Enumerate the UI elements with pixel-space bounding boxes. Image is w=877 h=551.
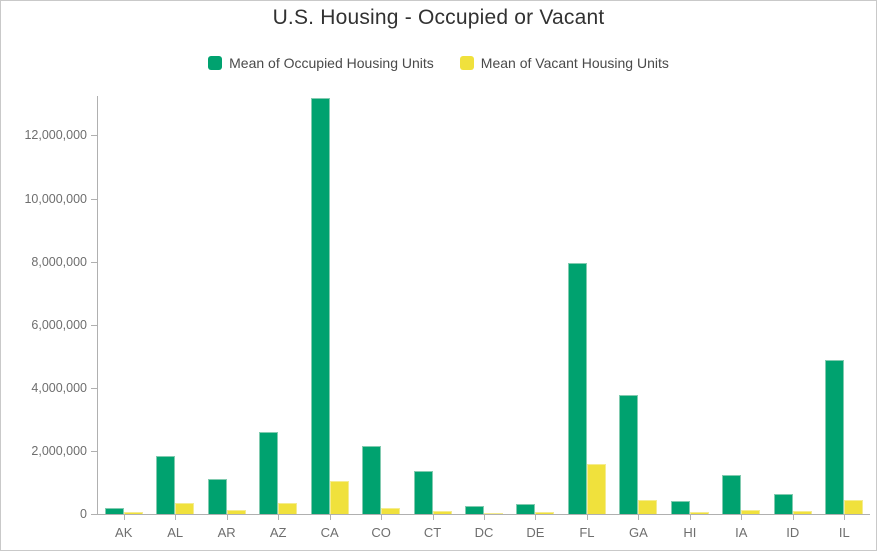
bar-il-vacant[interactable] (844, 500, 864, 514)
y-axis-tick (91, 387, 98, 389)
y-axis-tick-label: 10,000,000 (24, 191, 87, 206)
x-axis-category-label: FL (579, 525, 595, 540)
x-axis-category-label: DE (526, 525, 545, 540)
x-axis-tick (844, 514, 846, 520)
legend-item-vacant[interactable]: Mean of Vacant Housing Units (459, 55, 669, 71)
x-axis-tick (535, 514, 537, 520)
x-axis-tick (689, 514, 691, 520)
bar-ca-occupied[interactable] (310, 98, 330, 514)
y-axis-tick (91, 198, 98, 200)
x-axis-category-label: IL (838, 525, 850, 540)
y-axis-tick-label: 12,000,000 (24, 128, 87, 143)
x-axis-category-label: IA (735, 525, 748, 540)
legend-swatch-vacant-icon (459, 56, 474, 70)
legend: Mean of Occupied Housing Units Mean of V… (1, 55, 876, 71)
bar-co-vacant[interactable] (381, 508, 401, 514)
bar-il-occupied[interactable] (825, 360, 845, 514)
x-axis-category-label: GA (628, 525, 648, 540)
bar-id-occupied[interactable] (773, 494, 793, 514)
y-axis-tick-label: 0 (80, 507, 87, 521)
x-axis-category-label: AK (115, 525, 133, 540)
x-axis-category-label: CO (371, 525, 391, 540)
x-axis-category-label: AL (167, 525, 184, 540)
x-axis-tick (226, 514, 228, 520)
legend-swatch-occupied-icon (208, 56, 223, 70)
legend-item-occupied[interactable]: Mean of Occupied Housing Units (208, 55, 434, 71)
bar-dc-vacant[interactable] (484, 513, 503, 514)
y-axis-tick-label: 8,000,000 (31, 254, 87, 269)
y-axis-tick (91, 135, 98, 137)
bar-ak-vacant[interactable] (123, 512, 143, 514)
x-axis-category-label: ID (786, 525, 800, 540)
bar-fl-vacant[interactable] (586, 464, 606, 514)
bar-ga-vacant[interactable] (638, 500, 658, 514)
bar-az-vacant[interactable] (278, 503, 298, 514)
bar-al-occupied[interactable] (156, 456, 176, 514)
bar-az-occupied[interactable] (259, 432, 279, 514)
y-axis-tick-label: 6,000,000 (31, 317, 87, 332)
legend-label-vacant: Mean of Vacant Housing Units (480, 55, 669, 71)
x-axis-tick (741, 514, 743, 520)
x-axis-tick (586, 514, 588, 520)
bar-ia-vacant[interactable] (741, 510, 761, 514)
bar-de-occupied[interactable] (516, 504, 536, 514)
x-axis-tick (329, 514, 331, 520)
x-axis-category-label: AZ (269, 525, 287, 540)
bar-ga-occupied[interactable] (619, 395, 639, 514)
y-axis-tick-label: 4,000,000 (31, 380, 87, 395)
x-axis-tick (123, 514, 125, 520)
bar-hi-vacant[interactable] (689, 512, 709, 514)
x-axis-category-label: CT (423, 525, 442, 540)
bar-co-occupied[interactable] (362, 446, 382, 514)
bar-ct-vacant[interactable] (432, 511, 452, 514)
plot-area: 0 2,000,000 4,000,000 6,000,000 8,000,000 10,… (24, 96, 870, 540)
y-axis-tick (91, 514, 98, 515)
y-axis-tick (91, 261, 98, 263)
bar-fl-occupied[interactable] (567, 263, 587, 514)
y-axis-tick (91, 324, 98, 326)
x-axis-category-label: HI (683, 525, 697, 540)
y-axis-tick-label: 2,000,000 (31, 443, 87, 458)
bar-ak-occupied[interactable] (104, 508, 124, 514)
bar-hi-occupied[interactable] (670, 501, 690, 514)
bar-ct-occupied[interactable] (413, 471, 433, 514)
y-axis-tick (91, 450, 98, 452)
x-axis-tick (484, 514, 485, 520)
chart-title: U.S. Housing - Occupied or Vacant (272, 6, 605, 29)
bar-de-vacant[interactable] (535, 512, 555, 514)
x-axis-tick (381, 514, 383, 520)
bar-ar-occupied[interactable] (207, 479, 227, 514)
x-axis-tick (432, 514, 434, 520)
x-axis-tick (638, 514, 640, 520)
legend-label-occupied: Mean of Occupied Housing Units (229, 55, 434, 71)
bar-ca-vacant[interactable] (329, 481, 349, 514)
bar-dc-occupied[interactable] (465, 506, 484, 514)
x-axis-category-label: DC (474, 525, 494, 540)
bar-ia-occupied[interactable] (722, 475, 742, 514)
x-axis-tick (792, 514, 794, 520)
x-axis-category-label: CA (320, 525, 339, 540)
x-axis-tick (278, 514, 280, 520)
bar-ar-vacant[interactable] (226, 510, 246, 514)
x-axis-tick (175, 514, 177, 520)
bar-id-vacant[interactable] (792, 511, 812, 514)
bar-al-vacant[interactable] (175, 503, 195, 514)
x-axis-category-label: AR (217, 525, 236, 540)
